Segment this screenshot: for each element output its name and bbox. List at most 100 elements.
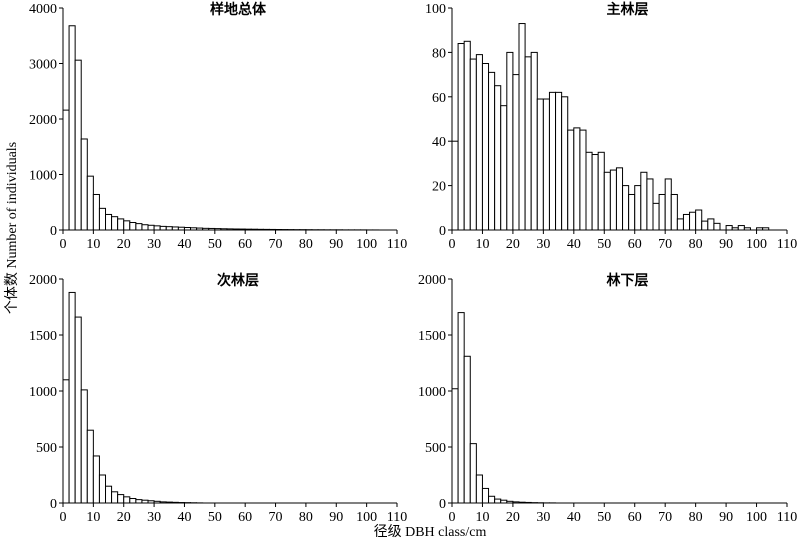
total-bar bbox=[141, 224, 149, 231]
main-layer-y-tick-label: 40 bbox=[432, 135, 446, 150]
main-layer-bar bbox=[591, 154, 599, 231]
total-x-tick-label: 40 bbox=[177, 237, 191, 252]
sub-layer-x-tick-label: 40 bbox=[177, 510, 191, 525]
panel-total: 0 10 20 30 40 50 60 70 80 90 100 110 0 1000 2000 3000 40… bbox=[29, 1, 407, 252]
total-bar bbox=[111, 216, 119, 231]
main-layer-bar bbox=[524, 56, 532, 231]
main-layer-bar bbox=[469, 58, 477, 231]
sub-layer-bar bbox=[80, 389, 88, 504]
sub-layer-x-tick-label: 100 bbox=[356, 510, 377, 525]
total-x-tick-label: 50 bbox=[208, 237, 222, 252]
sub-layer-y-tick-label: 1000 bbox=[29, 385, 57, 400]
main-layer-y-tick-label: 20 bbox=[432, 180, 446, 195]
total-x-tick-label: 70 bbox=[269, 237, 283, 252]
panel-sub-layer: 0 10 20 30 40 50 60 70 80 90 100 110 0 500 1000 1500 200… bbox=[29, 272, 407, 525]
main-layer-x-tick-label: 20 bbox=[506, 237, 520, 252]
understory-x-tick-label: 60 bbox=[628, 510, 642, 525]
main-layer-x-tick-label: 30 bbox=[536, 237, 550, 252]
main-layer-bar bbox=[646, 178, 654, 231]
main-layer-bar bbox=[585, 151, 593, 231]
understory-y-tick-label: 500 bbox=[425, 441, 446, 456]
understory-y-tick-label: 2000 bbox=[418, 273, 446, 288]
main-layer-bar bbox=[555, 91, 563, 231]
understory-bar bbox=[494, 498, 502, 504]
total-bar bbox=[74, 59, 82, 231]
main-layer-x-tick-label: 0 bbox=[449, 237, 456, 252]
main-layer-bar bbox=[725, 225, 733, 231]
main-layer-bar bbox=[561, 96, 569, 231]
total-bar bbox=[153, 225, 161, 231]
understory-bar bbox=[469, 443, 477, 504]
main-layer-bar bbox=[682, 213, 691, 231]
total-y-tick-label: 2000 bbox=[29, 113, 57, 128]
understory-x-tick-label: 10 bbox=[475, 510, 489, 525]
main-layer-bar bbox=[488, 71, 496, 231]
main-layer-bar bbox=[451, 140, 459, 231]
sub-layer-x-tick-label: 60 bbox=[238, 510, 252, 525]
understory-x-tick-label: 20 bbox=[506, 510, 520, 525]
main-layer-bar bbox=[676, 218, 684, 231]
sub-layer-x-tick-label: 90 bbox=[329, 510, 343, 525]
understory-y-tick-label: 0 bbox=[439, 497, 446, 512]
total-x-tick-label: 30 bbox=[147, 237, 161, 252]
total-x-tick-label: 60 bbox=[238, 237, 252, 252]
total-y-tick-label: 4000 bbox=[29, 2, 57, 17]
main-layer-bar bbox=[494, 85, 502, 231]
main-layer-bar bbox=[652, 202, 660, 231]
main-layer-bar bbox=[634, 185, 642, 231]
understory-bar bbox=[457, 312, 465, 504]
sub-layer-x-tick-label: 0 bbox=[60, 510, 67, 525]
panel-understory: 0 10 20 30 40 50 60 70 80 90 100 110 0 500 1000 1500 200… bbox=[418, 272, 797, 525]
total-x-tick-label: 20 bbox=[117, 237, 131, 252]
main-layer-x-tick-label: 100 bbox=[746, 237, 767, 252]
understory-x-tick-label: 110 bbox=[777, 510, 797, 525]
main-layer-title: 主林层 bbox=[607, 1, 649, 18]
main-layer-bar bbox=[658, 193, 666, 231]
main-layer-bar bbox=[548, 91, 557, 231]
y-axis-title: 个体数 Number of individuals bbox=[4, 142, 20, 314]
sub-layer-y-tick-label: 1500 bbox=[29, 329, 57, 344]
panel-main-layer: 0 10 20 30 40 50 60 70 80 90 100 110 0 20 40 60 80 100 主林层 bbox=[425, 1, 797, 252]
sub-layer-bar bbox=[123, 496, 131, 504]
main-layer-bar bbox=[530, 51, 538, 231]
understory-bar bbox=[481, 487, 490, 504]
main-layer-bar bbox=[737, 225, 745, 231]
main-layer-bar bbox=[573, 127, 581, 231]
total-bar bbox=[62, 109, 70, 231]
main-layer-bar bbox=[640, 171, 648, 231]
main-layer-bar bbox=[603, 171, 611, 231]
sub-layer-bar bbox=[86, 429, 94, 504]
main-layer-x-tick-label: 60 bbox=[628, 237, 642, 252]
total-y-tick-label: 0 bbox=[50, 224, 57, 239]
main-layer-x-tick-label: 90 bbox=[719, 237, 733, 252]
understory-bar bbox=[463, 355, 471, 504]
sub-layer-bar bbox=[129, 498, 137, 504]
sub-layer-bar bbox=[98, 474, 107, 504]
total-x-tick-label: 80 bbox=[299, 237, 313, 252]
total-bar bbox=[129, 222, 137, 231]
main-layer-bar bbox=[536, 98, 544, 231]
sub-layer-x-tick-label: 80 bbox=[299, 510, 313, 525]
understory-x-tick-label: 80 bbox=[689, 510, 703, 525]
understory-bar bbox=[488, 495, 496, 504]
understory-title: 林下层 bbox=[607, 272, 649, 289]
total-bar bbox=[80, 138, 88, 231]
total-x-tick-label: 100 bbox=[356, 237, 377, 252]
main-layer-y-tick-label: 100 bbox=[425, 2, 446, 17]
main-layer-x-tick-label: 10 bbox=[475, 237, 489, 252]
total-bar bbox=[147, 224, 155, 231]
main-layer-bar bbox=[500, 105, 508, 231]
main-layer-bar bbox=[481, 63, 490, 231]
sub-layer-bar bbox=[117, 494, 125, 504]
total-bar bbox=[159, 225, 167, 231]
main-layer-bar bbox=[475, 54, 483, 231]
understory-x-tick-label: 100 bbox=[746, 510, 767, 525]
total-bar bbox=[92, 193, 100, 231]
total-title: 样地总体 bbox=[210, 1, 267, 18]
main-layer-bar bbox=[628, 193, 636, 231]
sub-layer-title: 次林层 bbox=[217, 272, 259, 289]
main-layer-bar bbox=[695, 209, 703, 231]
total-bar bbox=[98, 207, 107, 231]
understory-bar bbox=[475, 474, 483, 504]
